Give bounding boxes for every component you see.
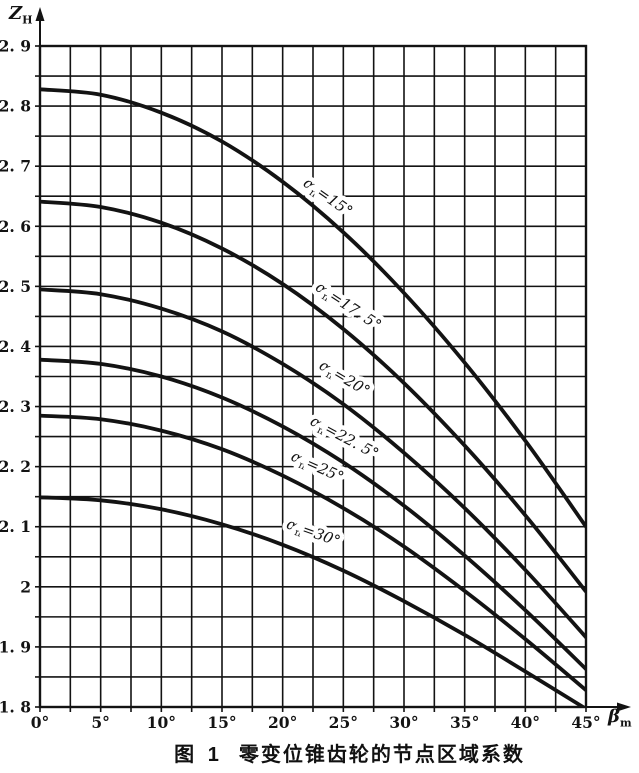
x-tick-label: 0° <box>31 713 50 732</box>
y-tick-label: 2 <box>20 577 31 596</box>
y-tick-label: 2. 3 <box>0 397 31 416</box>
figure-caption: 图 1 零变位锥齿轮的节点区域系数 <box>30 738 639 767</box>
y-tick-label: 2. 2 <box>0 457 31 476</box>
y-tick-label: 2. 1 <box>0 517 31 536</box>
y-tick-label: 2. 9 <box>0 37 31 56</box>
x-tick-label: 40° <box>511 713 540 732</box>
curve-αn=17.5° <box>40 199 586 594</box>
curve-αn=25° <box>40 413 586 693</box>
y-axis-subscript: H <box>22 13 33 27</box>
x-tick-label: 20° <box>268 713 297 732</box>
curve-label-αn=15°: αn=15° <box>299 174 356 223</box>
x-tick-label: 25° <box>329 713 358 732</box>
x-axis-label: βm <box>608 706 632 730</box>
curve-αn=15° <box>40 87 586 529</box>
curve-αn=22.5° <box>40 357 586 671</box>
x-tick-label: 35° <box>450 713 479 732</box>
y-tick-label: 2. 8 <box>0 97 31 116</box>
plot-border <box>38 44 588 709</box>
x-axis-symbol: β <box>608 706 620 727</box>
x-tick-label: 10° <box>147 713 176 732</box>
y-tick-label: 1. 9 <box>0 637 31 656</box>
figure-title: 零变位锥齿轮的节点区域系数 <box>238 744 525 766</box>
y-tick-label: 2. 4 <box>0 337 31 356</box>
x-tick-label: 15° <box>207 713 236 732</box>
y-axis-arrowhead <box>35 7 45 21</box>
y-tick-label: 2. 5 <box>0 277 31 296</box>
x-tick-label: 5° <box>91 713 110 732</box>
x-axis-subscript: m <box>619 716 632 730</box>
y-axis-symbol: Z <box>9 3 23 24</box>
figure-number: 图 1 <box>174 744 223 766</box>
curve-αn=30° <box>40 495 586 707</box>
y-tick-label: 2. 7 <box>0 157 31 176</box>
x-tick-label: 30° <box>389 713 418 732</box>
y-tick-label: 2. 6 <box>0 217 31 236</box>
y-tick-label: 1. 8 <box>0 698 31 717</box>
x-tick-label: 45° <box>571 713 600 732</box>
y-axis-label: ZH <box>9 3 33 27</box>
curve-αn=20° <box>40 287 586 640</box>
x-axis-arrowhead <box>617 702 631 712</box>
